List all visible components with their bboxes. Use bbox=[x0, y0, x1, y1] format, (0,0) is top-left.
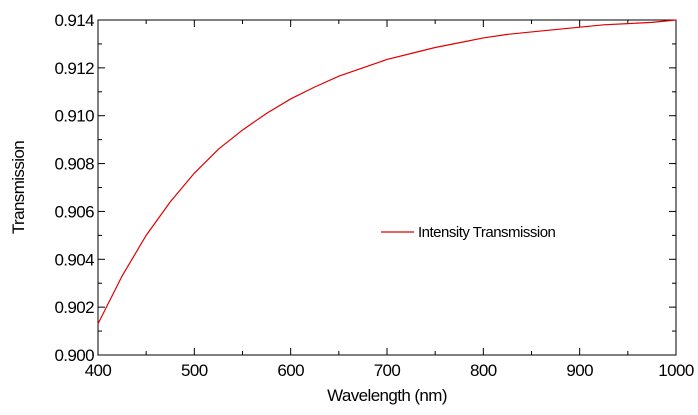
y-tick-label: 0.908 bbox=[54, 155, 94, 174]
y-axis-label: Transmission bbox=[9, 141, 28, 234]
y-tick-label: 0.914 bbox=[54, 11, 94, 30]
x-tick-labels: 400 500 600 700 800 900 1000 bbox=[85, 361, 695, 380]
x-axis-ticks bbox=[97, 20, 677, 355]
y-tick-label: 0.906 bbox=[54, 202, 94, 221]
x-tick-label: 500 bbox=[181, 361, 208, 380]
y-tick-label: 0.904 bbox=[54, 250, 94, 269]
y-tick-label: 0.902 bbox=[54, 298, 94, 317]
x-tick-label: 600 bbox=[277, 361, 304, 380]
y-tick-label: 0.910 bbox=[54, 107, 94, 126]
y-tick-labels: 0.900 0.902 0.904 0.906 0.908 0.910 0.912 0.914 bbox=[54, 11, 94, 365]
y-tick-label: 0.900 bbox=[54, 346, 94, 365]
x-tick-label: 900 bbox=[566, 361, 593, 380]
legend: Intensity Transmission bbox=[381, 224, 556, 241]
plot-frame bbox=[97, 19, 677, 356]
legend-label: Intensity Transmission bbox=[418, 224, 556, 241]
x-axis-label: Wavelength (nm) bbox=[327, 386, 447, 405]
series-line bbox=[97, 19, 677, 325]
x-tick-label: 1000 bbox=[658, 361, 694, 380]
x-tick-label: 400 bbox=[85, 361, 112, 380]
y-tick-label: 0.912 bbox=[54, 59, 94, 78]
y-axis-ticks bbox=[98, 19, 676, 356]
x-tick-label: 800 bbox=[470, 361, 497, 380]
x-tick-label: 700 bbox=[374, 361, 401, 380]
series-lines bbox=[97, 19, 677, 325]
